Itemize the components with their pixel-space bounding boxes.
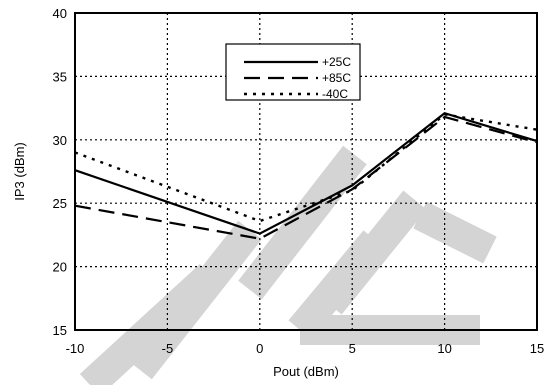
watermark-stroke-1 [238,145,367,300]
x-tick-label: -10 [66,341,85,356]
x-tick-labels: -10 -5 0 5 10 15 [66,341,545,356]
x-tick-label: 0 [256,341,263,356]
y-tick-label: 25 [53,196,67,211]
plot-frame [74,12,538,331]
y-tick-label: 40 [53,6,67,21]
watermark-stroke-4 [318,190,427,315]
y-tick-label: 15 [53,323,67,338]
legend-label: -40C [322,87,348,101]
y-axis-label: IP3 (dBm) [12,142,27,201]
y-tick-label: 20 [53,260,67,275]
legend-box [225,43,361,101]
legend: +25C +85C -40C [225,43,361,101]
x-tick-label: 15 [530,341,544,356]
series-line-0 [74,111,538,235]
y-tick-label: 35 [53,69,67,84]
y-tick-labels: 15 20 25 30 35 40 [53,6,67,338]
y-tick-label: 30 [53,133,67,148]
watermark-stroke-6 [413,201,497,264]
series-line-1 [74,115,538,240]
x-axis-label: Pout (dBm) [273,364,339,379]
x-tick-label: 5 [349,341,356,356]
x-tick-label: 10 [437,341,451,356]
x-tick-label: -5 [162,341,174,356]
watermark [79,145,497,385]
series-lines [74,111,538,240]
series-line-2 [74,113,538,223]
legend-label: +85C [322,71,351,85]
legend-label: +25C [322,55,351,69]
